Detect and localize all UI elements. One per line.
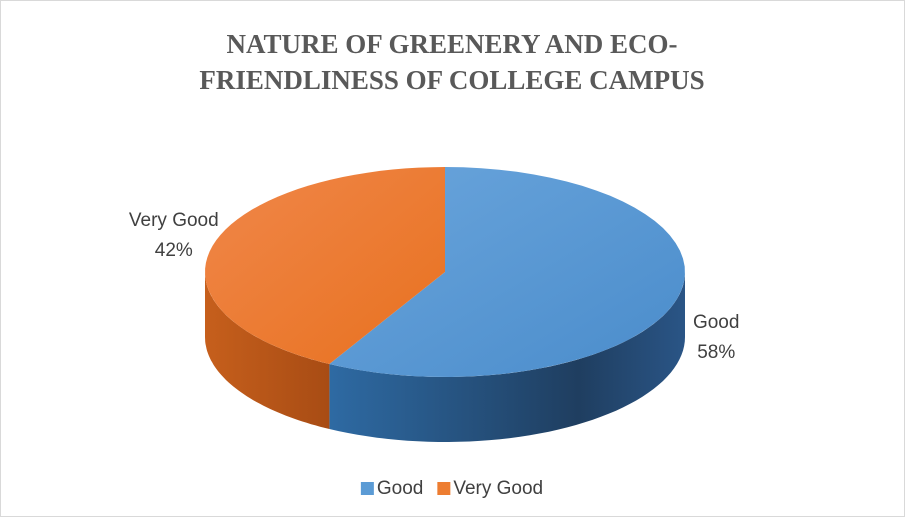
chart-title: NATURE OF GREENERY AND ECO-FRIENDLINESS …	[199, 29, 705, 95]
slice-side	[205, 272, 330, 429]
slice	[329, 167, 685, 377]
legend-swatch	[437, 482, 451, 495]
slice	[205, 167, 445, 364]
legend-label: Good	[377, 478, 423, 499]
data-label-name: Good	[693, 312, 739, 333]
slice-side	[329, 272, 685, 442]
legend-swatch	[360, 482, 374, 495]
data-label-name: Very Good	[129, 210, 219, 231]
data-label-value: 42%	[155, 240, 193, 261]
legend-label: Very Good	[453, 478, 543, 499]
data-label-value: 58%	[697, 342, 735, 363]
